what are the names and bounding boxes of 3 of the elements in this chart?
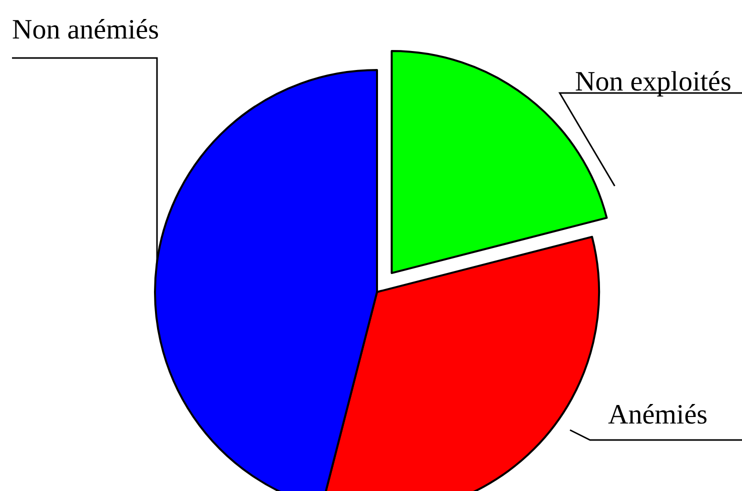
slice-label: Non anémiés (12, 14, 159, 46)
slice-label: Non exploités (575, 66, 732, 98)
slice-label: Anémiés (608, 400, 708, 430)
